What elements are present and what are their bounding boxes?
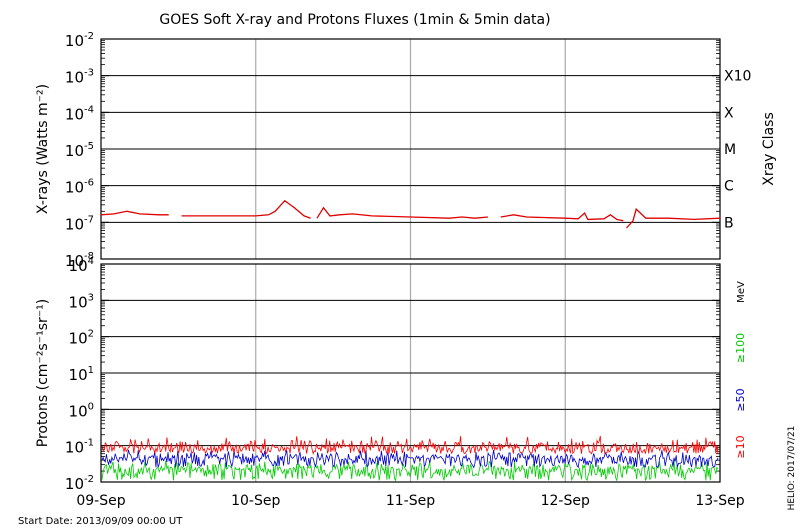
y-tick-label: 10-2 bbox=[65, 31, 94, 50]
xray-class-label: X10 bbox=[724, 69, 751, 85]
y-tick-label: 10-7 bbox=[65, 214, 94, 233]
y-tick-label: 103 bbox=[69, 292, 94, 311]
x-tick-label: 09-Sep bbox=[76, 493, 125, 509]
xray-class-label: X bbox=[724, 105, 734, 121]
y-tick-label: 10-3 bbox=[65, 68, 94, 87]
y-tick-label: 10-6 bbox=[65, 178, 94, 197]
xray-flux-line bbox=[100, 199, 721, 229]
plot-frame bbox=[100, 38, 721, 260]
xray-class-label: C bbox=[724, 179, 734, 195]
proton-series-line bbox=[101, 460, 719, 482]
y-tick-label: 10-4 bbox=[65, 104, 94, 123]
xray-class-label: M bbox=[724, 142, 736, 158]
y-axis-title: Protons (cm⁻²s⁻¹sr⁻¹) bbox=[35, 299, 51, 448]
y-tick-label: 10-5 bbox=[65, 141, 94, 160]
x-axis: 09-Sep 10-Sep 11-Sep 12-Sep 13-Sep bbox=[76, 493, 744, 509]
y-tick-label: 10-1 bbox=[65, 438, 94, 457]
y-tick-label: 104 bbox=[69, 256, 94, 275]
x-tick-label: 10-Sep bbox=[231, 493, 280, 509]
proton-series-line bbox=[101, 435, 719, 455]
y-tick-label: 10-2 bbox=[65, 474, 94, 493]
y-axis-title: X-rays (Watts m⁻²) bbox=[35, 84, 51, 214]
chart-title: GOES Soft X-ray and Protons Fluxes (1min… bbox=[159, 12, 550, 28]
y-tick-label: 10-8 bbox=[65, 251, 94, 270]
xray-class-axis-title: Xray Class bbox=[761, 112, 777, 186]
x-tick-label: 13-Sep bbox=[695, 493, 744, 509]
y-tick-label: 102 bbox=[69, 329, 94, 348]
proton-legend-label: ≥50 bbox=[734, 388, 747, 411]
proton-legend-label: ≥10 bbox=[734, 435, 747, 458]
xray-class-label: B bbox=[724, 215, 734, 231]
proton-panel: 104 103 102 101 100 10-1 10-2 Protons (cm⁻²s⁻¹s… bbox=[35, 256, 747, 493]
y-tick-label: 100 bbox=[69, 401, 94, 420]
proton-series-line bbox=[101, 449, 719, 469]
xray-panel: 10-2 10-3 10-4 10-5 10-6 10-7 10-8 X-rays (Watt… bbox=[35, 31, 777, 270]
helio-credit: HELIO: 2017/07/21 bbox=[787, 426, 797, 511]
x-tick-label: 11-Sep bbox=[386, 493, 435, 509]
proton-legend-label: ≥100 bbox=[734, 333, 747, 363]
start-date-label: Start Date: 2013/09/09 00:00 UT bbox=[18, 516, 183, 527]
mev-unit-label: MeV bbox=[736, 281, 747, 303]
x-tick-label: 12-Sep bbox=[541, 493, 590, 509]
y-tick-label: 101 bbox=[69, 365, 94, 384]
